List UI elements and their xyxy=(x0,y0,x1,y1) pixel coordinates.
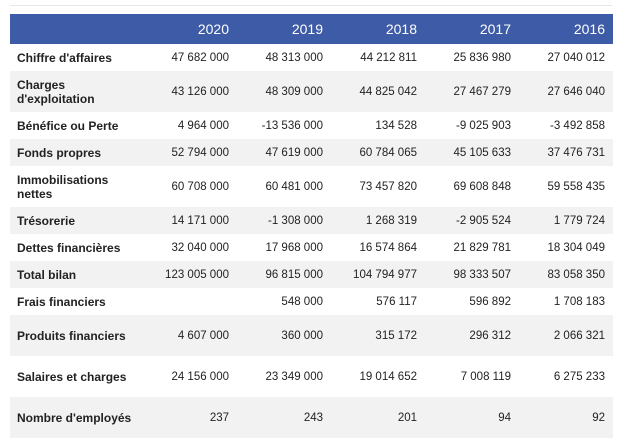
cell-value: 18 304 049 xyxy=(519,234,613,261)
table-header: 2020 2019 2018 2017 2016 xyxy=(10,14,613,44)
cell-value: 237 xyxy=(143,397,237,438)
cell-value: 1 779 724 xyxy=(519,207,613,234)
table-row: Salaires et charges 24 156 000 23 349 00… xyxy=(10,356,613,397)
cell-value: 201 xyxy=(331,397,425,438)
cell-value: 19 014 652 xyxy=(331,356,425,397)
year-header: 2016 xyxy=(519,14,613,44)
row-label: Produits financiers xyxy=(10,315,143,356)
cell-value: 548 000 xyxy=(237,288,331,315)
year-header: 2018 xyxy=(331,14,425,44)
cell-value: -3 492 858 xyxy=(519,112,613,139)
cell-value: 17 968 000 xyxy=(237,234,331,261)
table-row: Frais financiers 548 000 576 117 596 892… xyxy=(10,288,613,315)
cell-value: 25 836 980 xyxy=(425,44,519,71)
cell-value: 14 171 000 xyxy=(143,207,237,234)
table-row: Trésorerie 14 171 000 -1 308 000 1 268 3… xyxy=(10,207,613,234)
cell-value: 134 528 xyxy=(331,112,425,139)
cell-value: -13 536 000 xyxy=(237,112,331,139)
cell-value: 94 xyxy=(425,397,519,438)
year-header: 2020 xyxy=(143,14,237,44)
row-label: Charges d'exploitation xyxy=(10,71,143,112)
cell-value: -2 905 524 xyxy=(425,207,519,234)
cell-value: 2 066 321 xyxy=(519,315,613,356)
cell-value: 1 708 183 xyxy=(519,288,613,315)
table-body: Chiffre d'affaires 47 682 000 48 313 000… xyxy=(10,44,613,438)
cell-value: 52 794 000 xyxy=(143,139,237,166)
row-label: Frais financiers xyxy=(10,288,143,315)
row-label: Salaires et charges xyxy=(10,356,143,397)
cell-value: 60 708 000 xyxy=(143,166,237,207)
cell-value: 27 040 012 xyxy=(519,44,613,71)
cell-value: 1 268 319 xyxy=(331,207,425,234)
cell-value: -9 025 903 xyxy=(425,112,519,139)
table-row: Dettes financières 32 040 000 17 968 000… xyxy=(10,234,613,261)
table-row: Bénéfice ou Perte 4 964 000 -13 536 000 … xyxy=(10,112,613,139)
header-row: 2020 2019 2018 2017 2016 xyxy=(10,14,613,44)
row-label: Trésorerie xyxy=(10,207,143,234)
cell-value: 576 117 xyxy=(331,288,425,315)
year-header: 2017 xyxy=(425,14,519,44)
cell-value: 83 058 350 xyxy=(519,261,613,288)
cell-value: 296 312 xyxy=(425,315,519,356)
cell-value: 37 476 731 xyxy=(519,139,613,166)
cell-value: 69 608 848 xyxy=(425,166,519,207)
cell-value: 48 309 000 xyxy=(237,71,331,112)
cell-value: 23 349 000 xyxy=(237,356,331,397)
cell-value: 104 794 977 xyxy=(331,261,425,288)
cell-value: 21 829 781 xyxy=(425,234,519,261)
cell-value: 96 815 000 xyxy=(237,261,331,288)
cell-value: 98 333 507 xyxy=(425,261,519,288)
cell-value: 4 607 000 xyxy=(143,315,237,356)
table-row: Produits financiers 4 607 000 360 000 31… xyxy=(10,315,613,356)
cell-value: 123 005 000 xyxy=(143,261,237,288)
year-header: 2019 xyxy=(237,14,331,44)
row-label: Immobilisations nettes xyxy=(10,166,143,207)
cell-value: 45 105 633 xyxy=(425,139,519,166)
cell-value: -1 308 000 xyxy=(237,207,331,234)
cell-value: 73 457 820 xyxy=(331,166,425,207)
cell-value: 48 313 000 xyxy=(237,44,331,71)
cell-value: 47 619 000 xyxy=(237,139,331,166)
cell-value: 16 574 864 xyxy=(331,234,425,261)
cell-value: 44 212 811 xyxy=(331,44,425,71)
cell-value: 596 892 xyxy=(425,288,519,315)
table-row: Fonds propres 52 794 000 47 619 000 60 7… xyxy=(10,139,613,166)
row-label: Bénéfice ou Perte xyxy=(10,112,143,139)
cell-value: 27 467 279 xyxy=(425,71,519,112)
cell-value: 243 xyxy=(237,397,331,438)
cell-value: 315 172 xyxy=(331,315,425,356)
header-corner xyxy=(10,14,143,44)
cell-value: 47 682 000 xyxy=(143,44,237,71)
cell-value xyxy=(143,288,237,315)
table-row: Chiffre d'affaires 47 682 000 48 313 000… xyxy=(10,44,613,71)
cell-value: 32 040 000 xyxy=(143,234,237,261)
table-row: Immobilisations nettes 60 708 000 60 481… xyxy=(10,166,613,207)
cell-value: 7 008 119 xyxy=(425,356,519,397)
cell-value: 92 xyxy=(519,397,613,438)
cell-value: 43 126 000 xyxy=(143,71,237,112)
cell-value: 60 784 065 xyxy=(331,139,425,166)
row-label: Nombre d'employés xyxy=(10,397,143,438)
cell-value: 44 825 042 xyxy=(331,71,425,112)
cell-value: 24 156 000 xyxy=(143,356,237,397)
row-label: Chiffre d'affaires xyxy=(10,44,143,71)
cell-value: 27 646 040 xyxy=(519,71,613,112)
top-divider xyxy=(10,5,612,6)
table-row: Nombre d'employés 237 243 201 94 92 xyxy=(10,397,613,438)
cell-value: 4 964 000 xyxy=(143,112,237,139)
cell-value: 59 558 435 xyxy=(519,166,613,207)
table-row: Total bilan 123 005 000 96 815 000 104 7… xyxy=(10,261,613,288)
cell-value: 60 481 000 xyxy=(237,166,331,207)
row-label: Fonds propres xyxy=(10,139,143,166)
cell-value: 360 000 xyxy=(237,315,331,356)
table-row: Charges d'exploitation 43 126 000 48 309… xyxy=(10,71,613,112)
row-label: Dettes financières xyxy=(10,234,143,261)
financial-table: 2020 2019 2018 2017 2016 Chiffre d'affai… xyxy=(10,14,613,438)
row-label: Total bilan xyxy=(10,261,143,288)
cell-value: 6 275 233 xyxy=(519,356,613,397)
